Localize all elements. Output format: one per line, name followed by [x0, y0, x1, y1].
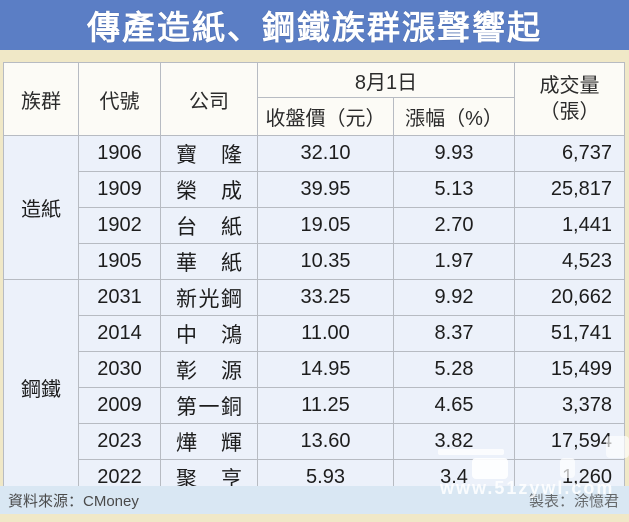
- table-header: 族群 代號 公司 8月1日 成交量 （張） 收盤價（元） 漲幅（%）: [3, 62, 625, 136]
- col-header-volume: 成交量 （張）: [514, 62, 625, 136]
- table-row: 1902 台紙 19.05 2.70 1,441: [4, 207, 625, 244]
- table-row: 2023 燁輝 13.60 3.82 17,594: [4, 423, 625, 460]
- stock-code: 1909: [78, 171, 161, 208]
- col-header-company: 公司: [160, 62, 258, 136]
- table-body: 造紙 1906 寶隆 32.10 9.93 6,737 1909 榮成 39.95 5.13 25,…: [3, 135, 625, 496]
- group-label: 鋼鐵: [3, 279, 79, 496]
- stock-code: 2009: [78, 387, 161, 424]
- stock-code: 1906: [78, 135, 161, 172]
- volume: 6,737: [514, 135, 625, 172]
- close-price: 11.00: [257, 315, 394, 352]
- change-percent: 9.93: [393, 135, 515, 172]
- close-price: 39.95: [257, 171, 394, 208]
- volume: 1,441: [514, 207, 625, 244]
- close-price: 19.05: [257, 207, 394, 244]
- stock-code: 2014: [78, 315, 161, 352]
- table-row: 造紙 1906 寶隆 32.10 9.93 6,737: [3, 135, 625, 280]
- stock-code: 2030: [78, 351, 161, 388]
- table-row: 1905 華紙 10.35 1.97 4,523: [4, 243, 625, 280]
- change-percent: 5.28: [393, 351, 515, 388]
- company-name: 寶隆: [160, 135, 258, 172]
- change-percent: 9.92: [393, 279, 515, 316]
- volume: 25,817: [514, 171, 625, 208]
- volume-header-line1: 成交量: [539, 75, 600, 97]
- volume: 51,741: [514, 315, 625, 352]
- company-name: 第一銅: [160, 387, 258, 424]
- volume: 20,662: [514, 279, 625, 316]
- stock-code: 2023: [78, 423, 161, 460]
- credit-note: 製表：涂憶君: [528, 492, 619, 510]
- close-price: 33.25: [257, 279, 394, 316]
- group-label: 造紙: [3, 135, 79, 280]
- stock-table: 族群 代號 公司 8月1日 成交量 （張） 收盤價（元） 漲幅（%） 造紙 190…: [3, 62, 625, 496]
- company-name: 台紙: [160, 207, 258, 244]
- company-name: 華紙: [160, 243, 258, 280]
- table-row: 2030 彰源 14.95 5.28 15,499: [4, 351, 625, 388]
- change-percent: 8.37: [393, 315, 515, 352]
- volume-header-line2: （張）: [539, 101, 600, 123]
- source-note: 資料來源：CMoney: [8, 492, 139, 510]
- company-name: 燁輝: [160, 423, 258, 460]
- company-name: 彰源: [160, 351, 258, 388]
- table-row: 1909 榮成 39.95 5.13 25,817: [4, 171, 625, 208]
- close-price: 13.60: [257, 423, 394, 460]
- col-header-close: 收盤價（元）: [257, 97, 394, 136]
- close-price: 32.10: [257, 135, 394, 172]
- volume: 4,523: [514, 243, 625, 280]
- volume: 3,378: [514, 387, 625, 424]
- table-row: 2009 第一銅 11.25 4.65 3,378: [4, 387, 625, 424]
- table-row: 鋼鐵 2031 新光鋼 33.25 9.92 20,662: [3, 279, 625, 496]
- table-row: 2014 中鴻 11.00 8.37 51,741: [4, 315, 625, 352]
- company-name: 榮成: [160, 171, 258, 208]
- change-percent: 1.97: [393, 243, 515, 280]
- company-name: 新光鋼: [160, 279, 258, 316]
- volume: 17,594: [514, 423, 625, 460]
- footer: 資料來源：CMoney 製表：涂憶君: [0, 486, 629, 514]
- close-price: 10.35: [257, 243, 394, 280]
- col-header-group: 族群: [3, 62, 79, 136]
- close-price: 14.95: [257, 351, 394, 388]
- col-header-change: 漲幅（%）: [393, 97, 515, 136]
- stock-code: 1902: [78, 207, 161, 244]
- stock-code: 2031: [78, 279, 161, 316]
- title-bar: 傳產造紙、鋼鐵族群漲聲響起: [0, 0, 629, 50]
- change-percent: 2.70: [393, 207, 515, 244]
- col-header-code: 代號: [78, 62, 161, 136]
- page-title: 傳產造紙、鋼鐵族群漲聲響起: [87, 9, 542, 46]
- close-price: 11.25: [257, 387, 394, 424]
- stock-code: 1905: [78, 243, 161, 280]
- col-header-date: 8月1日: [257, 62, 515, 98]
- change-percent: 4.65: [393, 387, 515, 424]
- change-percent: 3.82: [393, 423, 515, 460]
- volume: 15,499: [514, 351, 625, 388]
- company-name: 中鴻: [160, 315, 258, 352]
- change-percent: 5.13: [393, 171, 515, 208]
